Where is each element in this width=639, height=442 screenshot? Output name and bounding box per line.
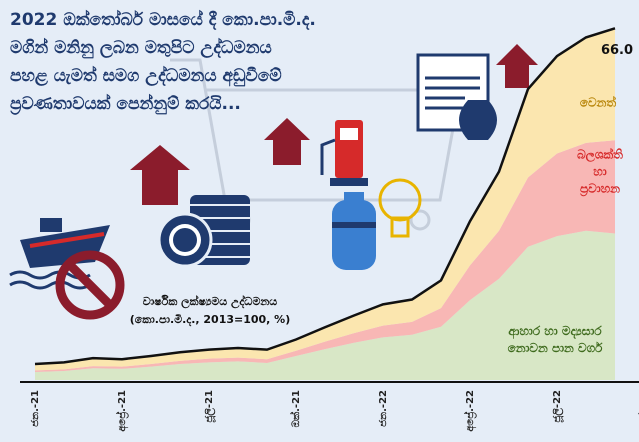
fuel-pump [322,120,368,186]
x-tick-label: ජූලි-22 [551,390,564,423]
up-arrow [130,145,190,205]
x-tick-label: අප්‍රේ.-21 [115,390,129,432]
gas-cylinder [332,192,376,270]
title-line: 2022 ඔක්තෝබර් මාසයේ දී කො.පා.මි.ද. [10,9,316,31]
series-label: නොවන පාන වර්ග [508,341,604,355]
x-tick-label: අප්‍රේ.-22 [463,390,477,432]
subtitle: (කො.පා.මි.ද., 2013=100, %) [130,313,291,327]
ship [10,218,120,315]
value-label: 66.0 [601,43,633,58]
chart: ආහාර හා මද්‍යසාර නොවන පාන වර්ග බලශක්ති හා ප්… [0,0,639,442]
up-arrow [264,118,310,165]
x-tick-label: ජන.-21 [29,390,41,427]
area [35,231,615,380]
title-line: මගින් මනිනු ලබන මතුපිට උද්ධමනය [10,37,272,59]
title-line: පහළ යැමත් සමග උද්ධමනය අඩුවීමේ [10,65,282,87]
series-label: වෙනත් [580,95,617,109]
x-tick-label: ඔක්.-21 [289,390,302,427]
tax-document [418,55,497,140]
x-tick-label: ජන.-22 [377,390,389,427]
series-label: ප්‍රවාහන [580,182,620,198]
series-label: ආහාර හා මද්‍යසාර [508,324,602,339]
x-tick-label: ජූලි-21 [203,390,216,423]
subtitle: වාර්ෂික ලක්ෂ්‍යමය උද්ධමනය [143,294,278,310]
series-label: බලශක්ති [577,147,623,163]
title-line: ප්‍රවණතාවයක් පෙන්නුම් කරයි... [10,93,241,115]
coins [159,195,250,266]
series-label: හා [593,165,606,179]
up-arrow [496,44,538,88]
